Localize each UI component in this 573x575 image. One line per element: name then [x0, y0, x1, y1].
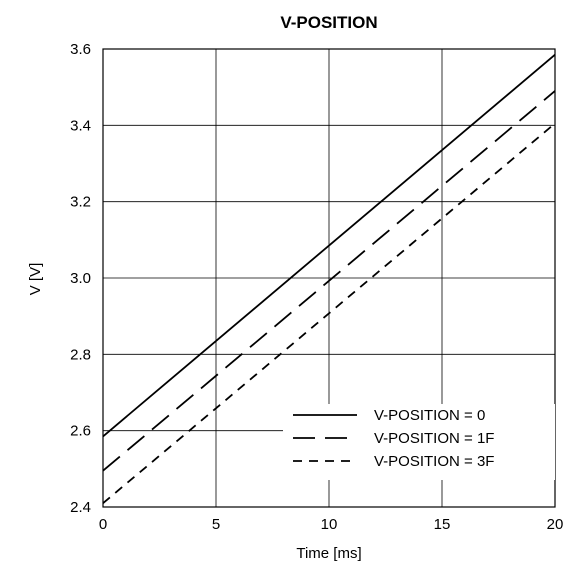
y-tick-label: 2.8	[70, 346, 91, 363]
y-tick-label: 3.2	[70, 194, 91, 211]
x-tick-label: 15	[434, 516, 451, 533]
series-group	[102, 54, 556, 504]
x-axis-title: Time [ms]	[296, 545, 361, 562]
y-axis-title: V [V]	[27, 263, 44, 296]
x-tick-label: 20	[547, 516, 564, 533]
x-axis-ticks: 0 5 10 15 20	[99, 516, 564, 533]
plot-frame	[102, 48, 556, 508]
legend-background	[283, 404, 555, 480]
series-line-3	[102, 122, 556, 504]
x-tick-label: 5	[212, 516, 220, 533]
grid	[103, 49, 555, 507]
legend-label-1: V-POSITION = 0	[374, 407, 485, 424]
legend-label-3: V-POSITION = 3F	[374, 453, 494, 470]
y-tick-label: 3.0	[70, 270, 91, 287]
y-tick-label: 2.6	[70, 423, 91, 440]
legend-label-2: V-POSITION = 1F	[374, 430, 494, 447]
x-tick-label: 10	[321, 516, 338, 533]
legend: V-POSITION = 0 V-POSITION = 1F V-POSITION …	[283, 404, 555, 480]
y-tick-label: 2.4	[70, 499, 91, 516]
y-axis-ticks: 2.4 2.6 2.8 3.0 3.2 3.4 3.6	[70, 41, 91, 516]
y-tick-label: 3.4	[70, 117, 91, 134]
series-line-1	[102, 54, 556, 438]
x-tick-label: 0	[99, 516, 107, 533]
chart-title: V-POSITION	[280, 13, 377, 32]
series-line-2	[102, 90, 556, 472]
y-tick-label: 3.6	[70, 41, 91, 58]
